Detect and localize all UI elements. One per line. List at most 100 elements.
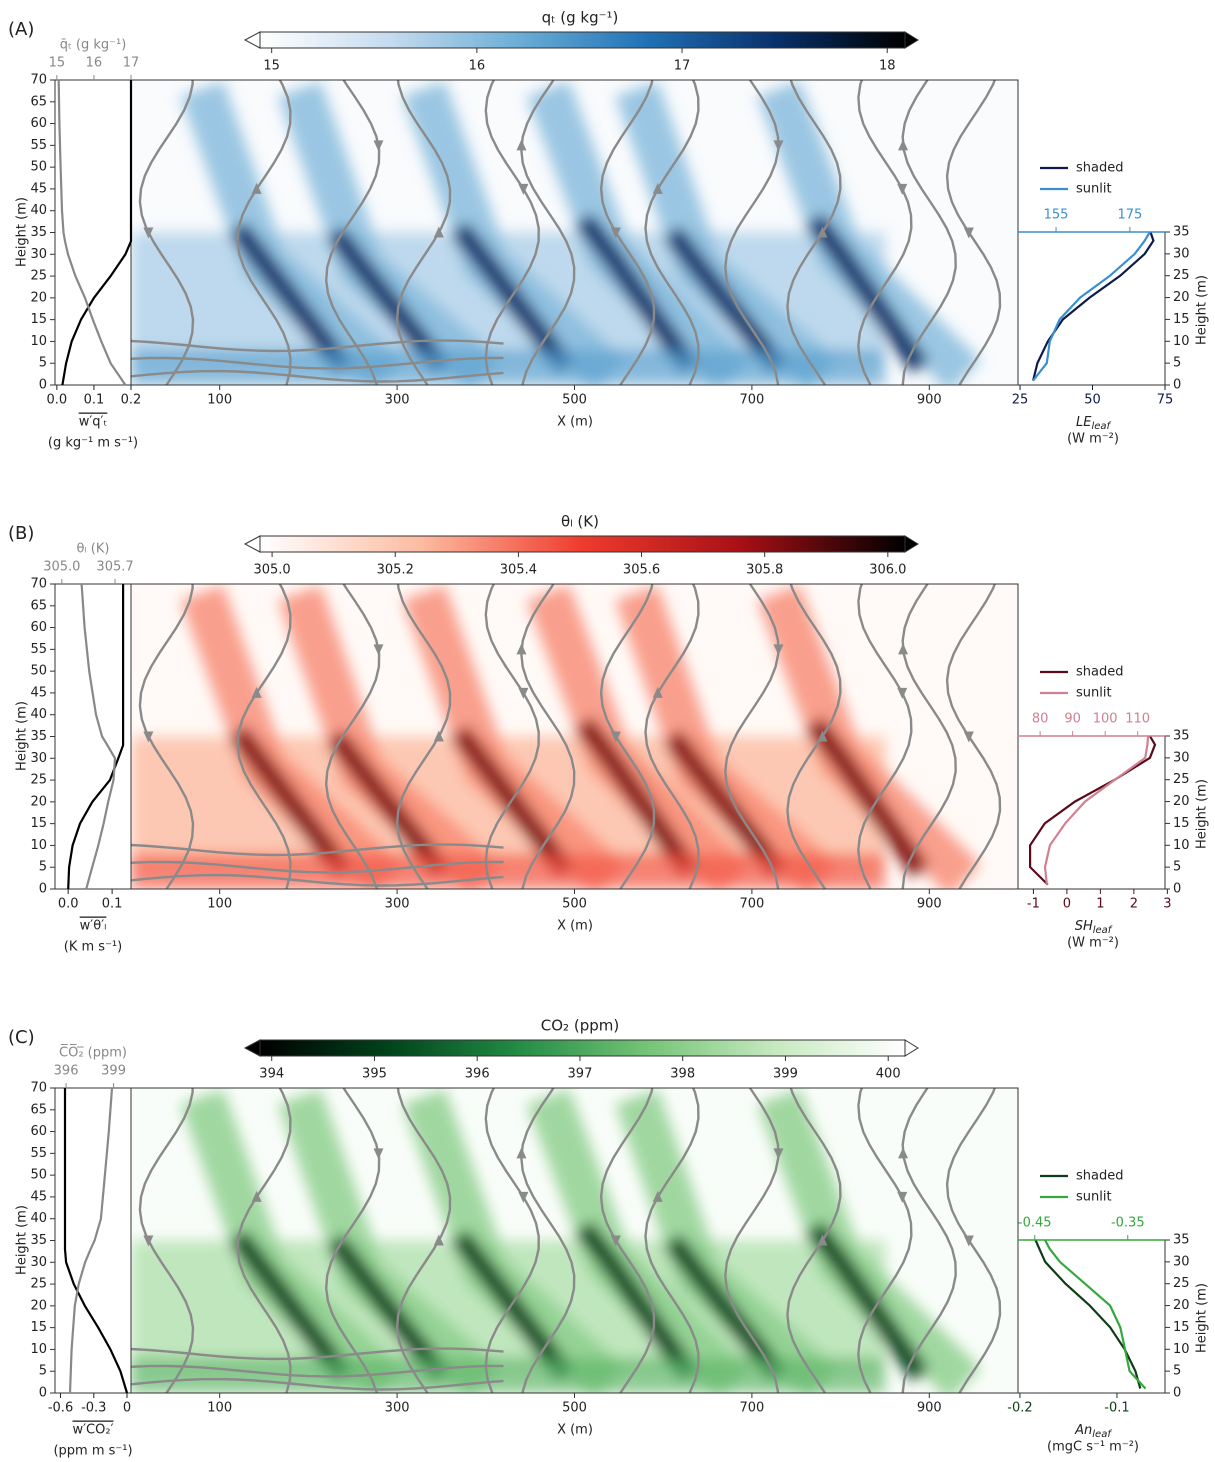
heatmap-blob (451, 1230, 574, 1382)
x-axis-units: (ppm m s⁻¹) (53, 1444, 132, 1459)
x2-tick-label: -0.35 (1111, 1216, 1145, 1231)
y-tick-label: 25 (1173, 1276, 1190, 1291)
x-axis-label-sub: leaf (1093, 925, 1113, 936)
colorbar-tick-label: 16 (469, 59, 486, 74)
colorbar-tick-label: 305.0 (253, 563, 290, 578)
streamline-arrow (963, 1235, 974, 1247)
streamline-arrow (817, 1234, 828, 1246)
streamline-arrow (610, 731, 621, 743)
y-tick-label: 5 (1173, 356, 1181, 371)
heatmap-blob (664, 730, 787, 878)
x-tick-label: 75 (1157, 393, 1174, 408)
colorbar-tick-label: 306.0 (869, 563, 906, 578)
profile-line (1044, 1239, 1147, 1390)
x-axis-label: X (m) (557, 415, 593, 430)
y-tick-label: 15 (30, 1320, 47, 1335)
streamline-arrow (143, 227, 154, 239)
y-tick-label: 25 (30, 1277, 47, 1292)
y-tick-label: 10 (30, 1342, 47, 1357)
colorbar-tick-label: 18 (879, 59, 896, 74)
streamline (644, 80, 700, 385)
colorbar-tick-label: 398 (670, 1067, 695, 1082)
x2-tick-label: 305.7 (96, 560, 133, 575)
heatmap-blobs (131, 1088, 981, 1393)
streamlines (131, 584, 1002, 889)
y-tick-label: 50 (30, 160, 47, 175)
x-axis-label: w′CO₂′ (72, 1423, 113, 1438)
x-tick-label: 700 (739, 1401, 764, 1416)
y-tick-label: 30 (30, 247, 47, 262)
colorbar-tick-label: 400 (876, 1067, 901, 1082)
streamline-arrow (433, 226, 444, 238)
heatmap-field (131, 1088, 1018, 1393)
streamline-arrow (518, 183, 529, 195)
heatmap-blob (229, 726, 352, 878)
y-tick-label: 15 (30, 312, 47, 327)
heatmap-band (131, 350, 885, 385)
x-tick-label: 300 (385, 1401, 410, 1416)
x-tick-label: 100 (207, 1401, 232, 1416)
streamline-arrow (652, 182, 663, 194)
y-tick-label: 70 (30, 577, 47, 592)
x-tick-label: 2 (1130, 897, 1138, 912)
streamline-arrow (898, 1147, 909, 1159)
x-axis-label-sub: leaf (1091, 421, 1111, 432)
legend-label: shaded (1076, 1169, 1123, 1184)
y-tick-label: 30 (30, 751, 47, 766)
colorbar-end (904, 535, 919, 553)
legend-label: shaded (1076, 161, 1123, 176)
x-tick-label: 900 (917, 393, 942, 408)
x-tick-label: 700 (739, 897, 764, 912)
colorbar-tick-label: 17 (674, 59, 691, 74)
colorbar-tick-label: 305.2 (377, 563, 414, 578)
x2-tick-label: 396 (54, 1064, 79, 1079)
y-tick-label: 0 (39, 882, 47, 897)
streamline (236, 584, 292, 889)
y-tick-label: 45 (30, 1189, 47, 1204)
x-tick-label: 3 (1163, 897, 1171, 912)
x2-tick-label: -0.45 (1018, 1216, 1052, 1231)
y-tick-label: 25 (30, 773, 47, 788)
streamline (786, 1088, 842, 1393)
y-tick-label: 30 (1173, 246, 1190, 261)
streamline (724, 80, 780, 385)
panel-label: (C) (8, 1027, 35, 1048)
x2-axis-label: C̅O̅₂̅ (ppm) (59, 1044, 127, 1060)
x-axis-units: (g kg⁻¹ m s⁻¹) (48, 436, 138, 451)
streamline (395, 1088, 452, 1393)
x-tick-label: 100 (207, 393, 232, 408)
y-tick-label: 50 (30, 1168, 47, 1183)
y-tick-label: 5 (39, 860, 47, 875)
x2-tick-label: 399 (101, 1064, 126, 1079)
y-axis-label: Height (m) (1195, 1283, 1210, 1353)
profile-line (67, 584, 125, 890)
y-tick-label: 65 (30, 94, 47, 109)
heatmap-blob (575, 213, 698, 374)
y-tick-label: 5 (39, 356, 47, 371)
x2-tick-label: 17 (123, 56, 140, 71)
streamline (484, 80, 540, 385)
colorbar-tick-label: 397 (568, 1067, 593, 1082)
x-axis-label: LEleaf (1076, 415, 1112, 433)
heatmap-blob (664, 1234, 787, 1382)
x2-tick-label: 16 (86, 56, 103, 71)
y-tick-label: 55 (30, 138, 47, 153)
x2-tick-label: 110 (1125, 712, 1150, 727)
x-tick-label: 100 (207, 897, 232, 912)
y-tick-label: 0 (1173, 1386, 1181, 1401)
y-tick-label: 40 (30, 707, 47, 722)
streamline-arrow (773, 644, 784, 656)
streamline-arrow (143, 1235, 154, 1247)
y-tick-label: 25 (1173, 268, 1190, 283)
colorbar (259, 1039, 906, 1057)
x-tick-label: 50 (1084, 393, 1101, 408)
y-tick-label: 15 (1173, 312, 1190, 327)
colorbar-end (243, 31, 261, 49)
streamline-arrow (652, 686, 663, 698)
x-tick-label: 700 (739, 393, 764, 408)
y-tick-label: 40 (30, 203, 47, 218)
y-tick-label: 25 (30, 269, 47, 284)
streamline (131, 356, 504, 370)
y-axis-label: Height (m) (1195, 779, 1210, 849)
